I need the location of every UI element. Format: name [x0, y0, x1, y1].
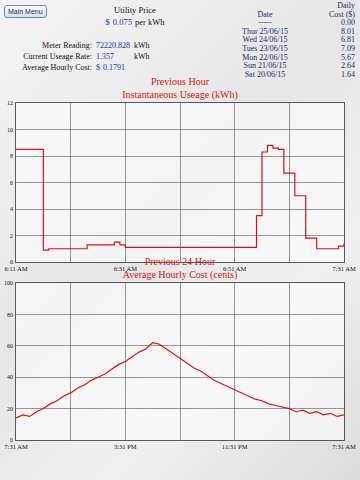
html-text:Cost ($): Cost ($) — [329, 9, 355, 19]
svg-text:6:11 AM: 6:11 AM — [4, 265, 27, 272]
svg-text:Previous 24 HourAverage Hourly: Previous 24 HourAverage Hourly Cost (cen… — [123, 256, 238, 281]
svg-text:100: 100 — [4, 280, 13, 286]
svg-text:60: 60 — [7, 343, 13, 349]
html-text:2.64: 2.64 — [341, 61, 355, 71]
html-text:Wed 24/06/15: Wed 24/06/15 — [242, 35, 288, 45]
html-text:Main Menu: Main Menu — [8, 8, 43, 15]
html-text:5.67: 5.67 — [341, 52, 355, 62]
svg-text:6:31 AM: 6:31 AM — [114, 265, 138, 272]
html-text:1.64: 1.64 — [341, 69, 355, 79]
svg-text:4: 4 — [10, 206, 13, 212]
svg-text:10: 10 — [7, 127, 13, 133]
svg-text:2: 2 — [10, 233, 13, 239]
svg-text:3:31 PM: 3:31 PM — [114, 443, 137, 450]
html-text:Utility Price: Utility Price — [114, 5, 156, 15]
html-text:6.81: 6.81 — [341, 35, 355, 45]
html-text:0.00: 0.00 — [341, 18, 355, 28]
svg-text:7:31 AM: 7:31 AM — [4, 443, 28, 450]
html-text:8.01: 8.01 — [341, 26, 355, 36]
svg-text:6: 6 — [10, 180, 13, 186]
svg-text:0: 0 — [10, 259, 13, 265]
html-text:Thur 25/06/15: Thur 25/06/15 — [242, 26, 288, 36]
html-text:Date: Date — [257, 9, 273, 19]
svg-text:80: 80 — [7, 312, 13, 318]
html-text:Daily: Daily — [337, 1, 355, 10]
svg-text:6:51 AM: 6:51 AM — [223, 265, 247, 272]
html-text:Average Hourly Cost: $ 0.1791: Average Hourly Cost: $ 0.1791 — [22, 63, 126, 72]
svg-text:0: 0 — [10, 437, 13, 443]
html-text:7.09: 7.09 — [341, 44, 355, 53]
html-text:Current Useage Rate: 1.357: Current Useage Rate: 1.357 — [23, 52, 115, 61]
svg-text:12: 12 — [7, 100, 13, 106]
html-text:Sun 21/06/15: Sun 21/06/15 — [243, 61, 287, 71]
html-text:$ 0.075 per kWh: $ 0.075 per kWh — [105, 17, 165, 27]
svg-text:Previous HourInstantaneous Use: Previous HourInstantaneous Useage (kWh) — [122, 76, 238, 101]
svg-text:8: 8 — [10, 153, 13, 159]
svg-text:7:31 AM: 7:31 AM — [332, 443, 356, 450]
svg-text:40: 40 — [7, 374, 13, 380]
html-text:Tues 23/06/15: Tues 23/06/15 — [242, 44, 288, 53]
html-text:Meter Reading: 72220.828 kWh: Meter Reading: 72220.828 kWh — [42, 41, 150, 50]
svg-text:7:31 AM: 7:31 AM — [332, 265, 356, 272]
html-text:kWh: kWh — [134, 52, 150, 61]
svg-text:20: 20 — [7, 406, 13, 412]
html-text:Sat 20/06/15: Sat 20/06/15 — [244, 69, 286, 79]
svg-text:11:31 PM: 11:31 PM — [222, 443, 248, 450]
html-text:Mon 22/06/15: Mon 22/06/15 — [242, 52, 288, 62]
